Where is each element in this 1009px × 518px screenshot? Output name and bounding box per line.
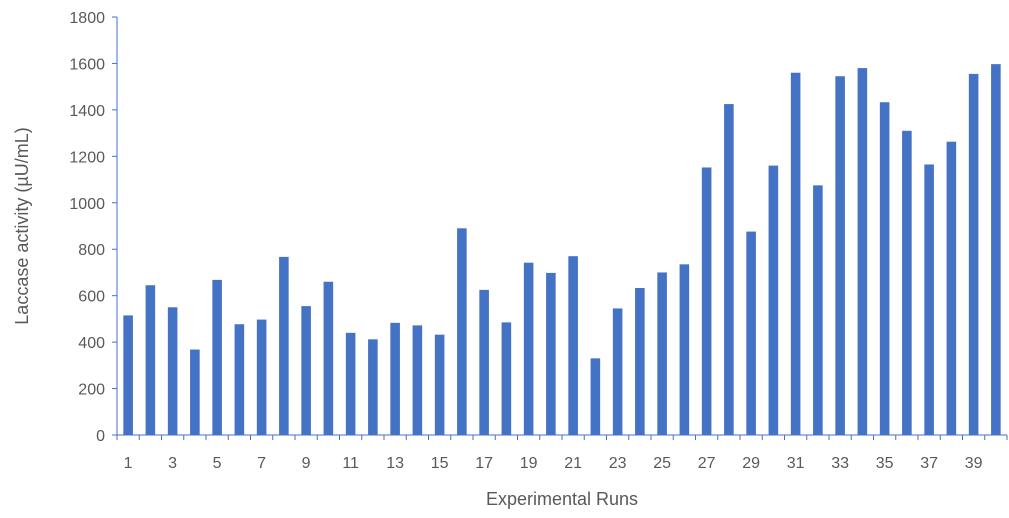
x-tick-label-5: 5 bbox=[213, 455, 222, 472]
bar-run-2 bbox=[145, 285, 156, 435]
bar-run-32 bbox=[813, 185, 823, 435]
bar-run-18 bbox=[501, 322, 512, 435]
bar-run-15 bbox=[434, 334, 445, 435]
y-tick-label-0: 0 bbox=[96, 428, 105, 445]
bar-run-1 bbox=[123, 315, 133, 435]
bar-run-6 bbox=[234, 324, 245, 435]
bar-run-13 bbox=[390, 322, 400, 435]
bar-run-11 bbox=[345, 332, 356, 435]
bar-run-17 bbox=[479, 289, 489, 435]
bar-run-38 bbox=[946, 141, 957, 435]
x-tick-label-11: 11 bbox=[342, 455, 359, 472]
bar-run-21 bbox=[568, 256, 578, 435]
bar-run-8 bbox=[279, 256, 289, 435]
x-tick-label-23: 23 bbox=[609, 455, 627, 472]
x-tick-label-19: 19 bbox=[520, 455, 538, 472]
bar-run-29 bbox=[746, 231, 756, 435]
bar-run-28 bbox=[724, 104, 734, 435]
x-tick-label-39: 39 bbox=[965, 455, 983, 472]
bar-run-22 bbox=[590, 358, 601, 435]
y-tick-label-1000: 1000 bbox=[69, 196, 105, 213]
x-tick-label-1: 1 bbox=[124, 455, 133, 472]
y-tick-label-1200: 1200 bbox=[69, 149, 105, 166]
axes-layer bbox=[112, 16, 1008, 440]
bar-run-40 bbox=[991, 64, 1001, 435]
x-tick-label-37: 37 bbox=[920, 455, 938, 472]
bar-run-20 bbox=[546, 272, 556, 435]
x-tick-label-17: 17 bbox=[475, 455, 493, 472]
x-tick-label-9: 9 bbox=[302, 455, 311, 472]
bar-run-24 bbox=[635, 288, 645, 435]
y-tick-label-800: 800 bbox=[78, 242, 105, 259]
bar-run-26 bbox=[679, 264, 690, 435]
y-tick-label-1400: 1400 bbox=[69, 103, 105, 120]
bar-run-23 bbox=[612, 308, 623, 435]
bar-run-36 bbox=[902, 130, 912, 436]
bar-run-33 bbox=[835, 76, 845, 435]
x-tick-label-33: 33 bbox=[831, 455, 849, 472]
bar-run-9 bbox=[301, 306, 311, 435]
x-tick-label-13: 13 bbox=[386, 455, 404, 472]
bar-run-16 bbox=[457, 228, 467, 435]
y-tick-label-1600: 1600 bbox=[69, 56, 105, 73]
bar-run-12 bbox=[368, 339, 378, 435]
y-tick-label-200: 200 bbox=[78, 382, 105, 399]
x-tick-label-35: 35 bbox=[876, 455, 894, 472]
bar-run-3 bbox=[167, 307, 178, 435]
bars-layer bbox=[123, 64, 1001, 436]
bar-run-27 bbox=[701, 167, 712, 436]
x-tick-label-31: 31 bbox=[787, 455, 805, 472]
bar-run-7 bbox=[256, 319, 267, 435]
y-axis-title: Laccase activity (µU/mL) bbox=[12, 127, 32, 324]
x-tick-label-7: 7 bbox=[257, 455, 266, 472]
bar-run-39 bbox=[968, 73, 979, 435]
bar-run-37 bbox=[924, 164, 934, 435]
bar-run-14 bbox=[412, 325, 423, 435]
x-tick-label-15: 15 bbox=[431, 455, 449, 472]
x-tick-label-27: 27 bbox=[698, 455, 716, 472]
x-axis-title: Experimental Runs bbox=[486, 489, 638, 509]
x-tick-label-3: 3 bbox=[168, 455, 177, 472]
bar-run-4 bbox=[190, 349, 200, 435]
bar-run-10 bbox=[323, 281, 334, 435]
bar-run-25 bbox=[657, 272, 667, 435]
bar-run-5 bbox=[212, 279, 222, 435]
bar-run-30 bbox=[768, 165, 779, 435]
bar-run-31 bbox=[790, 72, 801, 435]
x-tick-label-29: 29 bbox=[742, 455, 760, 472]
x-tick-label-21: 21 bbox=[564, 455, 582, 472]
bar-run-35 bbox=[879, 102, 890, 435]
x-tick-label-25: 25 bbox=[653, 455, 671, 472]
y-tick-label-400: 400 bbox=[78, 335, 105, 352]
bar-run-34 bbox=[857, 68, 868, 435]
y-tick-label-1800: 1800 bbox=[69, 10, 105, 27]
bar-run-19 bbox=[523, 262, 534, 435]
y-tick-label-600: 600 bbox=[78, 289, 105, 306]
